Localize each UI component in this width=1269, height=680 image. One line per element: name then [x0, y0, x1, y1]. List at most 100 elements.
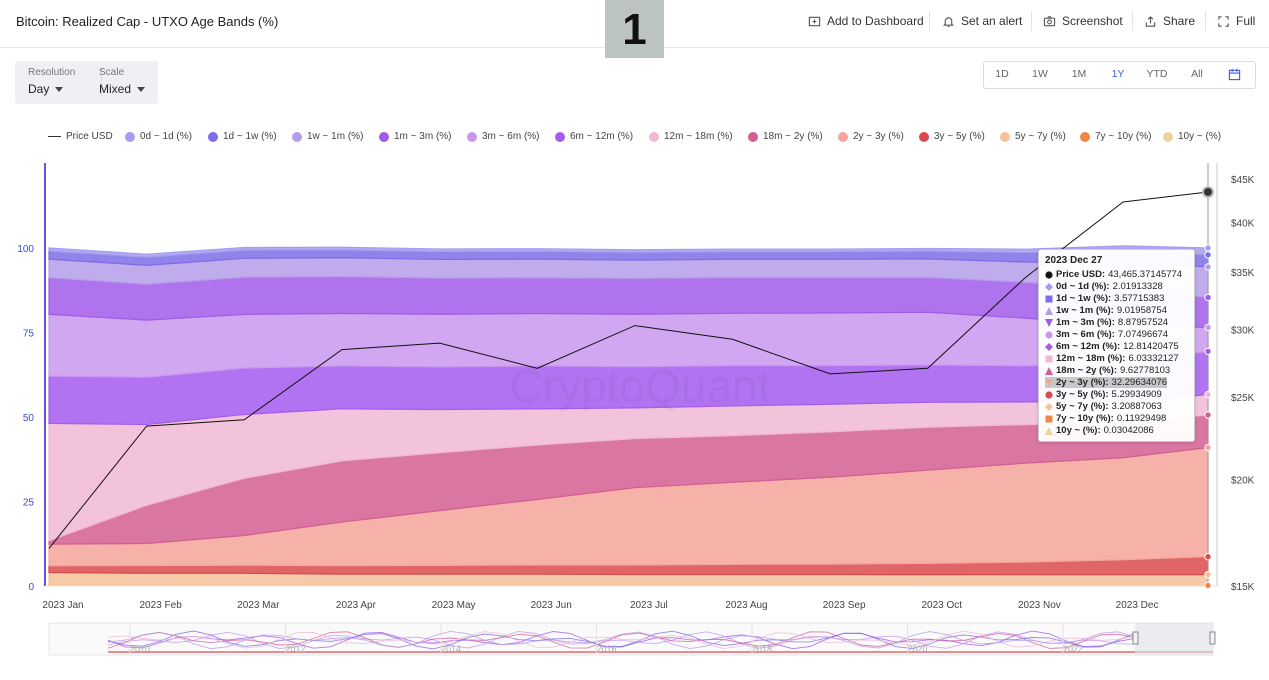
range-ytd-button[interactable]: YTD — [1146, 68, 1168, 80]
legend-label: 1d ~ 1w (%) — [223, 131, 277, 142]
legend-item[interactable]: 2y ~ 3y (%) — [838, 131, 904, 142]
legend-item[interactable]: 12m ~ 18m (%) — [649, 131, 733, 142]
legend-label: 1m ~ 3m (%) — [394, 131, 452, 142]
tooltip-value: 5.29934909 — [1111, 389, 1162, 400]
add-to-dashboard-button[interactable]: Add to Dashboard — [808, 14, 924, 28]
navigator-series-line — [107, 630, 1136, 650]
tooltip-label: 7y ~ 10y (%): — [1056, 413, 1114, 424]
tooltip-row: 18m ~ 2y (%): 9.62778103 — [1045, 365, 1170, 376]
tooltip-row: 5y ~ 7y (%): 3.20887063 — [1045, 401, 1162, 412]
legend-item-price[interactable]: Price USD — [48, 131, 113, 142]
legend-label: 3y ~ 5y (%) — [934, 131, 985, 142]
left-axis-ticks: 0 25 50 75 100 — [17, 244, 34, 593]
page-title: Bitcoin: Realized Cap - UTXO Age Bands (… — [16, 14, 279, 29]
legend-item[interactable]: 18m ~ 2y (%) — [748, 131, 823, 142]
right-tick-label: $40K — [1231, 219, 1255, 230]
x-tick-label: 2023 Jun — [531, 600, 572, 611]
end-marker — [1204, 390, 1212, 399]
navigator-tick-label: 2020 — [907, 644, 927, 654]
settings-divider — [101, 67, 102, 98]
tooltip-row: 3m ~ 6m (%): 7.07496674 — [1045, 329, 1168, 340]
end-marker — [1204, 411, 1212, 419]
fullscreen-button[interactable]: Full — [1217, 14, 1255, 28]
range-selector: 1D 1W 1M 1Y YTD All — [983, 61, 1256, 89]
tooltip-value: 3.57715383 — [1114, 293, 1165, 304]
navigator[interactable] — [48, 622, 1214, 656]
x-tick-label: 2023 Dec — [1116, 600, 1159, 611]
legend-label: 0d ~ 1d (%) — [140, 131, 192, 142]
tooltip-label: 5y ~ 7y (%): — [1056, 401, 1109, 412]
legend-swatch — [1080, 131, 1090, 142]
tooltip-value: 3.20887063 — [1111, 401, 1162, 412]
header-bar: Bitcoin: Realized Cap - UTXO Age Bands (… — [0, 0, 1269, 48]
calendar-icon[interactable] — [1228, 68, 1241, 81]
legend-swatch — [208, 131, 218, 142]
tooltip-row: 10y ~ (%): 0.03042086 — [1045, 425, 1154, 436]
tooltip-label: 0d ~ 1d (%): — [1056, 281, 1110, 292]
tooltip-value: 8.87957524 — [1117, 317, 1169, 328]
legend-item[interactable]: 7y ~ 10y (%) — [1080, 131, 1151, 142]
legend-swatch — [1163, 131, 1173, 142]
fullscreen-icon — [1218, 15, 1229, 27]
legend-item[interactable]: 6m ~ 12m (%) — [555, 131, 633, 142]
share-label: Share — [1163, 14, 1196, 28]
range-1w-button[interactable]: 1W — [1032, 68, 1048, 80]
navigator-handle-right[interactable] — [1209, 631, 1216, 645]
legend-item[interactable]: 1d ~ 1w (%) — [208, 131, 277, 142]
left-tick-label: 25 — [23, 498, 35, 509]
tooltip-marker-icon — [1045, 270, 1053, 279]
end-marker — [1204, 581, 1212, 590]
left-tick-label: 75 — [23, 329, 35, 340]
legend-item[interactable]: 3y ~ 5y (%) — [919, 131, 985, 142]
legend-label: Price USD — [66, 131, 113, 142]
tooltip-row: 6m ~ 12m (%): 12.81420475 — [1045, 341, 1179, 352]
navigator-selection[interactable] — [1135, 623, 1213, 655]
tooltip-label: 18m ~ 2y (%): — [1056, 365, 1117, 376]
navigator-tick-label: 2016 — [596, 644, 616, 654]
tooltip-value: 43,465.37145774 — [1108, 269, 1183, 280]
tooltip-marker-icon — [1045, 355, 1053, 363]
legend-item[interactable]: 10y ~ (%) — [1163, 131, 1221, 142]
tooltip-value: 32.29634076 — [1111, 377, 1168, 388]
range-all-button[interactable]: All — [1191, 68, 1203, 80]
tooltip-marker-icon — [1045, 415, 1053, 423]
legend-swatch — [555, 131, 565, 142]
scale-select[interactable]: Mixed — [99, 82, 132, 96]
screenshot-button[interactable]: Screenshot — [1043, 14, 1123, 28]
right-tick-label: $30K — [1231, 325, 1255, 336]
set-alert-button[interactable]: Set an alert — [942, 14, 1022, 28]
tooltip-row: 1d ~ 1w (%): 3.57715383 — [1045, 293, 1164, 304]
navigator-tick-label: 2014 — [441, 644, 461, 654]
tooltip-label: 1w ~ 1m (%): — [1056, 305, 1114, 316]
legend-item[interactable]: 3m ~ 6m (%) — [467, 131, 540, 142]
range-1d-button[interactable]: 1D — [995, 68, 1009, 80]
legend-item[interactable]: 1w ~ 1m (%) — [292, 131, 363, 142]
range-1y-button[interactable]: 1Y — [1111, 68, 1125, 80]
tooltip-label: Price USD: — [1056, 269, 1106, 280]
tooltip-marker-icon — [1045, 318, 1053, 327]
tooltip-marker-icon — [1045, 426, 1053, 435]
add-to-dashboard-label: Add to Dashboard — [827, 14, 924, 28]
resolution-select[interactable]: Day — [28, 82, 50, 96]
price-end-marker — [1202, 185, 1214, 198]
navigator-handle-left[interactable] — [1132, 631, 1139, 645]
tooltip-marker-icon — [1045, 282, 1053, 291]
legend-item[interactable]: 5y ~ 7y (%) — [1000, 131, 1066, 142]
tooltip-row: 3y ~ 5y (%): 5.29934909 — [1045, 389, 1162, 400]
tooltip-label: 12m ~ 18m (%): — [1056, 353, 1126, 364]
range-1m-button[interactable]: 1M — [1071, 68, 1087, 80]
toolbar-divider — [1132, 11, 1133, 31]
legend-item[interactable]: 1m ~ 3m (%) — [379, 131, 452, 142]
tooltip-marker-icon — [1045, 366, 1053, 375]
tooltip-label: 2y ~ 3y (%): — [1056, 377, 1109, 388]
legend-swatch — [838, 131, 848, 142]
tooltip-row: 1m ~ 3m (%): 8.87957524 — [1045, 317, 1168, 328]
tooltip-marker-icon — [1045, 295, 1053, 303]
chevron-down-icon[interactable] — [55, 87, 63, 92]
share-button[interactable]: Share — [1144, 14, 1195, 28]
legend-item[interactable]: 0d ~ 1d (%) — [125, 131, 192, 142]
legend-label: 3m ~ 6m (%) — [482, 131, 540, 142]
x-tick-label: 2023 Aug — [725, 600, 767, 611]
chevron-down-icon[interactable] — [137, 87, 145, 92]
